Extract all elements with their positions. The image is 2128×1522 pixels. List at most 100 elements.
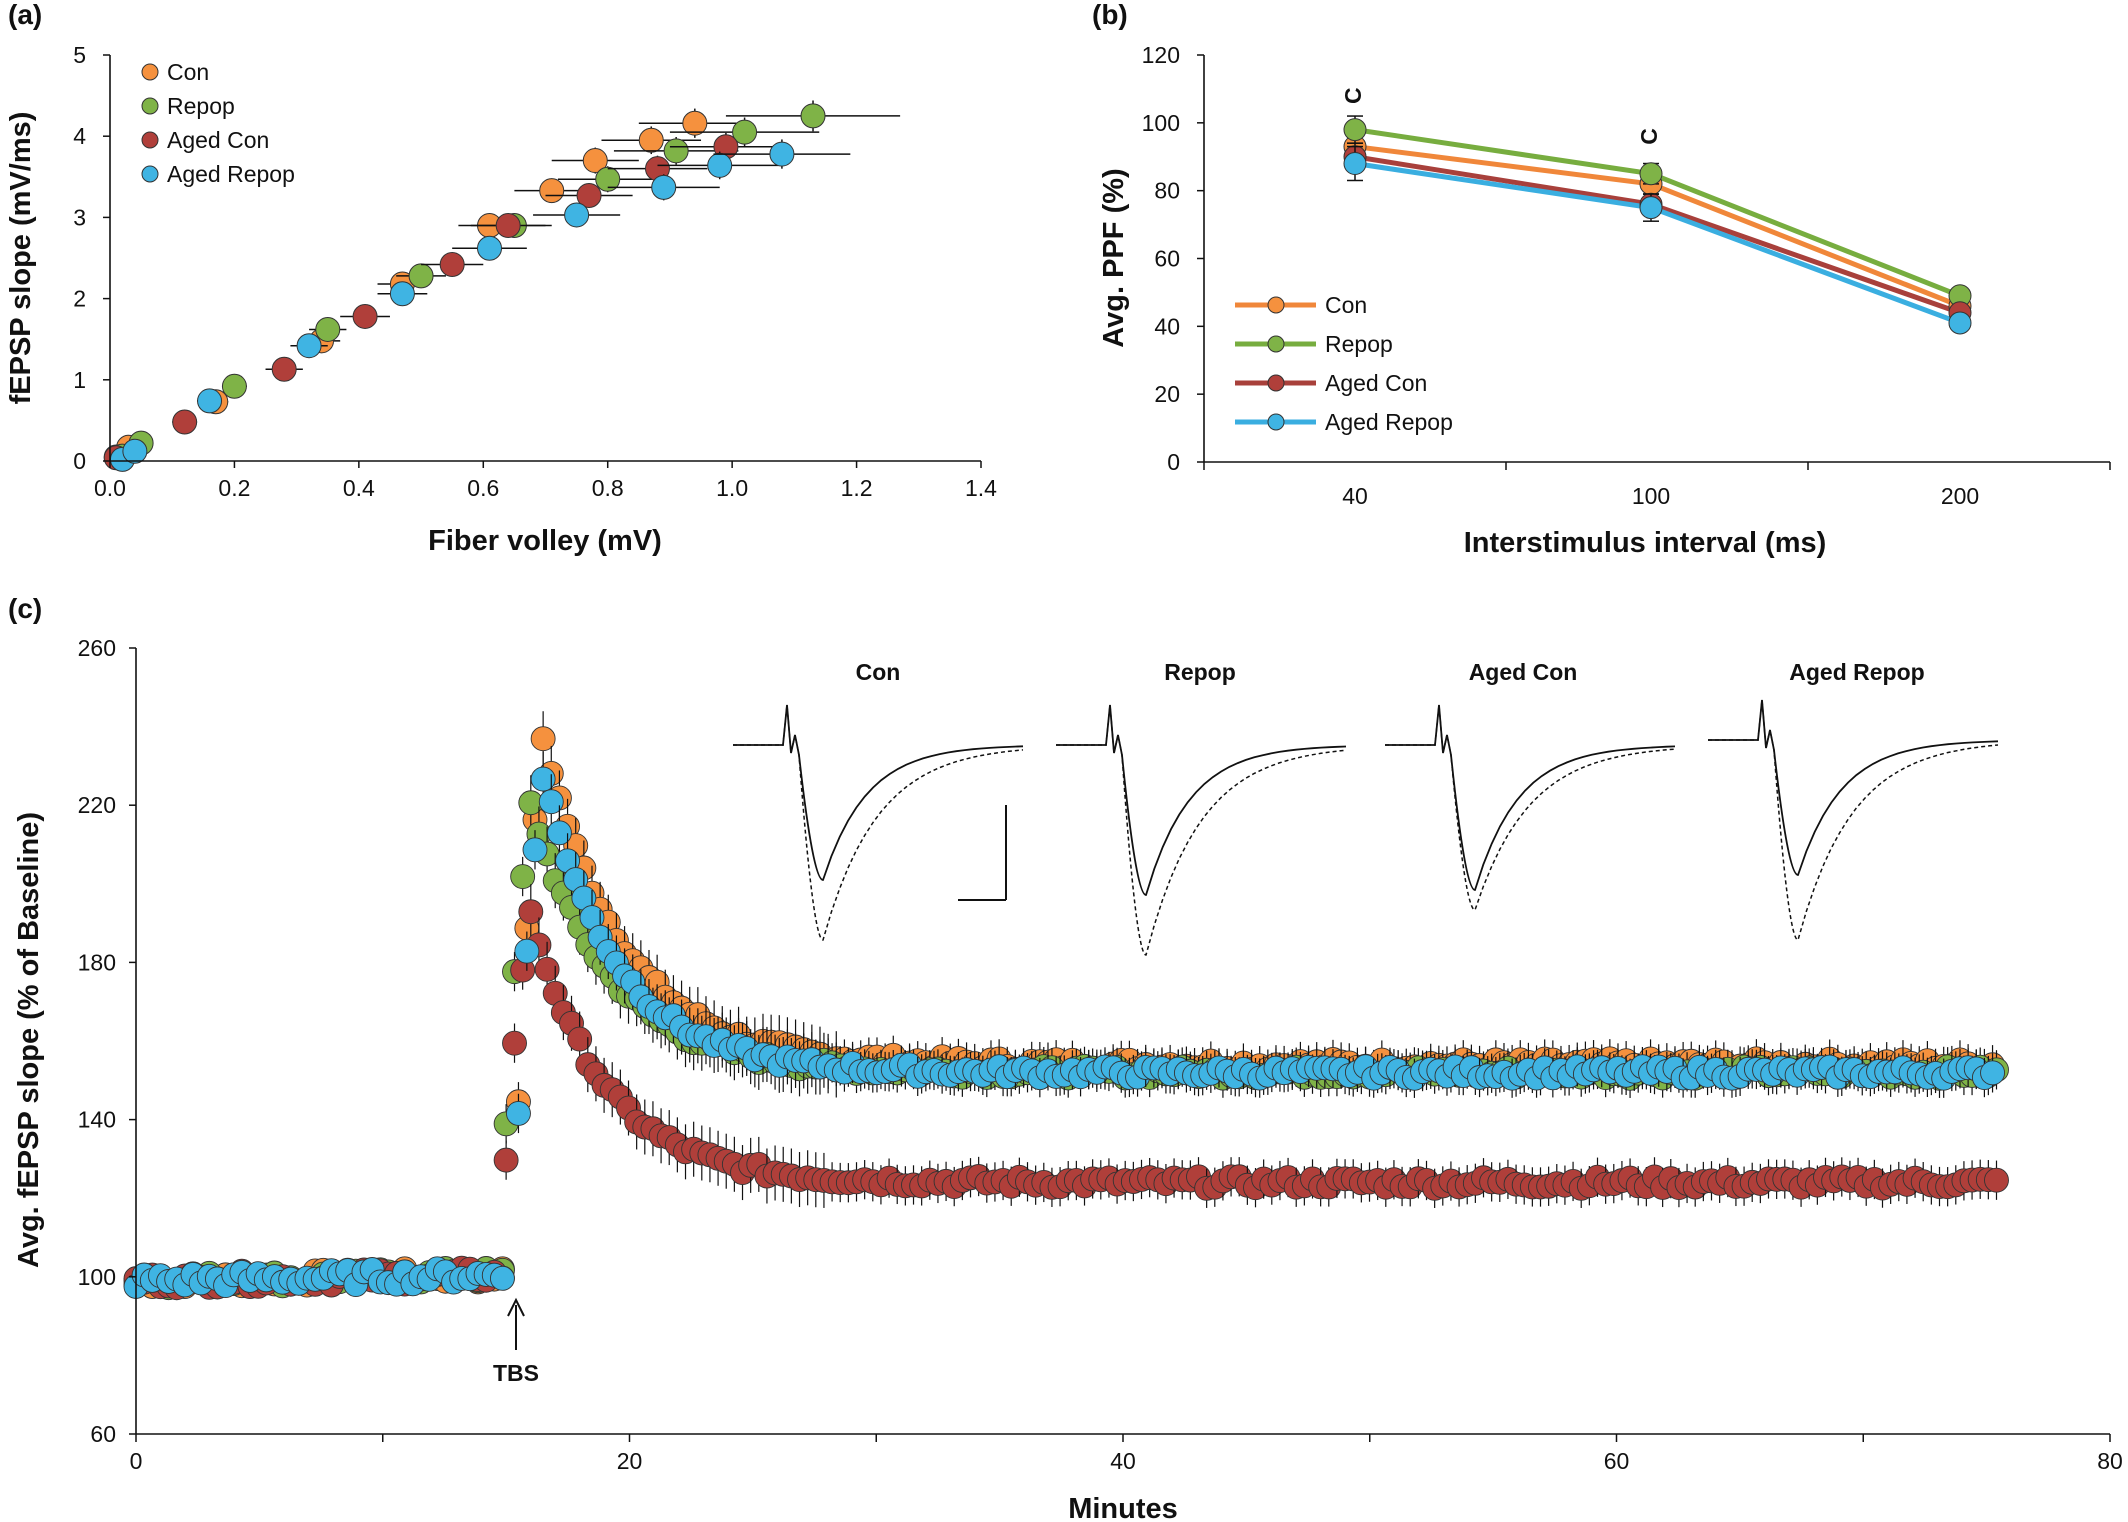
c-point-aged-repop — [1980, 1060, 2005, 1086]
c-point-aged-con — [518, 899, 544, 925]
a-y-tick-label: 5 — [73, 42, 86, 68]
b-y-tick-label: 20 — [1154, 381, 1180, 407]
a-y-axis-title: fEPSP slope (mV/ms) — [5, 112, 37, 405]
a-legend-label-repop: Repop — [167, 93, 235, 119]
a-point-aged-con — [352, 303, 378, 329]
a-point-repop — [315, 316, 341, 342]
panel-b-chart: 0 20 40 60 80 100 120 40 100 200 C C Interstimulus… — [1098, 42, 2111, 559]
c-x-tick-label: 40 — [1110, 1448, 1136, 1474]
a-y-tick-label: 4 — [73, 123, 86, 149]
a-point-con — [539, 178, 565, 204]
a-point-repop — [800, 103, 826, 129]
trace-post-tbs — [1385, 704, 1676, 911]
b-x-tick-label: 100 — [1632, 483, 1670, 509]
b-y-tick-label: 80 — [1154, 178, 1180, 204]
panel-a-chart: 0.0 0.2 0.4 0.6 0.8 1.0 1.2 1.4 0 1 2 3 4 5 Fiber vol… — [5, 42, 997, 557]
b-legend-label-con: Con — [1325, 292, 1367, 318]
c-point-con — [530, 726, 556, 752]
b-legend-marker-aged-repop — [1267, 413, 1285, 431]
c-y-tick-label: 100 — [78, 1264, 116, 1290]
c-y-tick-label: 260 — [78, 635, 116, 661]
a-x-tick-label: 0.6 — [467, 475, 499, 501]
tbs-arrow: TBS — [493, 1297, 539, 1386]
trace-post-tbs — [733, 704, 1024, 941]
c-point-repop — [510, 864, 536, 889]
a-y-tick-label: 0 — [73, 448, 86, 474]
b-legend-marker-con — [1267, 296, 1285, 314]
a-y-tick-label: 1 — [73, 367, 86, 393]
a-y-tick-label: 2 — [73, 286, 86, 312]
a-y-tick-label: 3 — [73, 204, 86, 230]
b-legend-marker-repop — [1267, 335, 1285, 353]
a-point-repop — [221, 373, 247, 399]
c-y-tick-label: 60 — [90, 1421, 116, 1447]
a-point-aged-con — [271, 356, 297, 382]
a-x-tick-label: 0.4 — [343, 475, 375, 501]
c-x-axis-title: Minutes — [1068, 1493, 1178, 1522]
b-point-repop — [1343, 118, 1367, 142]
a-x-tick-label: 0.2 — [218, 475, 250, 501]
b-legend-label-aged-repop: Aged Repop — [1325, 409, 1453, 435]
c-x-tick-label: 80 — [2097, 1448, 2123, 1474]
a-point-repop — [408, 263, 434, 289]
a-legend-marker-aged-repop — [141, 165, 159, 183]
a-x-axis-title: Fiber volley (mV) — [428, 525, 662, 557]
panel-label-c: (c) — [8, 593, 42, 624]
a-legend-label-con: Con — [167, 59, 209, 85]
a-legend-marker-con — [141, 63, 159, 81]
a-x-tick-label: 0.0 — [94, 475, 126, 501]
panel-label-b: (b) — [1092, 0, 1128, 30]
c-x-tick-label: 20 — [617, 1448, 643, 1474]
a-x-tick-label: 0.8 — [592, 475, 624, 501]
trace-post-tbs — [1056, 704, 1347, 956]
trace-baseline — [1708, 699, 1999, 876]
scale-bar — [958, 805, 1007, 901]
c-point-aged-repop — [514, 938, 540, 964]
a-point-aged-repop — [769, 141, 795, 167]
b-point-aged-repop — [1948, 311, 1972, 335]
b-x-axis-title: Interstimulus interval (ms) — [1464, 527, 1827, 559]
c-point-aged-con — [493, 1147, 519, 1173]
b-legend-label-aged-con: Aged Con — [1325, 370, 1427, 396]
b-point-repop — [1639, 162, 1663, 186]
a-point-repop — [663, 138, 689, 164]
a-x-tick-label: 1.0 — [716, 475, 748, 501]
c-point-aged-repop — [538, 789, 564, 815]
b-y-tick-label: 120 — [1142, 42, 1180, 68]
b-point-aged-repop — [1639, 196, 1663, 220]
c-point-aged-repop — [530, 766, 556, 792]
b-x-tick-label: 40 — [1342, 483, 1368, 509]
c-point-aged-con — [1984, 1167, 2009, 1193]
a-point-aged-repop — [296, 333, 322, 359]
c-point-aged-repop — [489, 1265, 515, 1291]
b-y-tick-label: 0 — [1167, 449, 1180, 475]
c-point-aged-repop — [506, 1100, 531, 1126]
c-x-tick-label: 0 — [130, 1448, 143, 1474]
a-x-tick-label: 1.2 — [841, 475, 873, 501]
b-y-tick-label: 60 — [1154, 246, 1180, 272]
a-point-aged-con — [172, 409, 198, 435]
c-y-axis-title: Avg. fEPSP slope (% of Baseline) — [13, 812, 45, 1268]
a-point-aged-repop — [564, 202, 590, 228]
trace-post-tbs — [1708, 699, 1999, 941]
a-point-con — [682, 110, 708, 136]
c-x-tick-label: 60 — [1604, 1448, 1630, 1474]
a-point-aged-repop — [389, 281, 415, 307]
inset-title-con: Con — [856, 659, 901, 685]
c-point-aged-repop — [522, 837, 548, 863]
b-y-tick-label: 100 — [1142, 110, 1180, 136]
a-point-repop — [595, 166, 621, 192]
tbs-label: TBS — [493, 1360, 539, 1386]
trace-baseline — [733, 704, 1024, 881]
c-y-tick-label: 220 — [78, 792, 116, 818]
b-y-tick-label: 40 — [1154, 313, 1180, 339]
a-legend-marker-aged-con — [141, 131, 159, 149]
b-significance-annotation: C — [1636, 128, 1662, 145]
a-legend-label-aged-con: Aged Con — [167, 127, 269, 153]
c-point-aged-con — [567, 1026, 593, 1052]
c-point-aged-con — [534, 956, 560, 982]
a-point-con — [582, 148, 608, 174]
c-point-aged-repop — [546, 820, 572, 846]
trace-baseline — [1385, 704, 1676, 891]
c-y-tick-label: 140 — [78, 1107, 116, 1133]
